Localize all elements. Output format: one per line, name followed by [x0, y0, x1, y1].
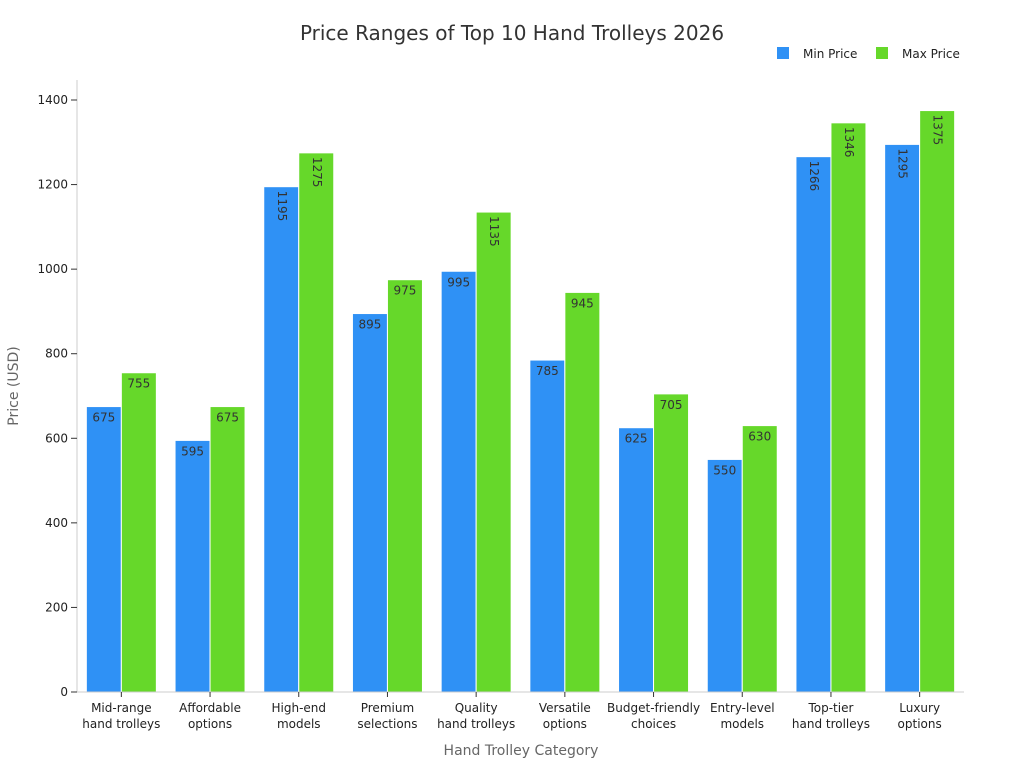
y-tick-label: 600 [45, 431, 68, 445]
bar-max-price [741, 425, 778, 693]
bar-max-price [298, 152, 335, 693]
bar-min-price [529, 359, 566, 693]
data-label: 1375 [931, 115, 945, 146]
bar-min-price [351, 313, 388, 693]
bar-min-price [795, 156, 832, 693]
x-tick-label: Quality hand trolleys [437, 701, 515, 731]
y-tick-label: 1200 [37, 178, 68, 192]
data-label: 625 [625, 432, 648, 446]
bar-max-price [120, 372, 157, 693]
x-tick-label-line: options [188, 717, 232, 731]
y-axis: 0 200 400 600 800 1000 1200 1400 [37, 80, 78, 699]
x-tick-label-line: hand trolleys [82, 717, 160, 731]
bar-max-price [653, 393, 690, 693]
data-label: 1266 [807, 161, 821, 192]
bar-max-price [564, 291, 601, 693]
y-tick-label: 0 [60, 685, 68, 699]
x-tick-label: Luxury options [898, 701, 942, 731]
bar-max-price [475, 211, 512, 693]
x-axis: Mid-range hand trolleys Affordable options H… [77, 691, 964, 731]
x-tick-label: Entry-level models [710, 701, 775, 731]
data-label: 1135 [487, 216, 501, 247]
y-axis-title: Price (USD) [6, 346, 22, 425]
data-label: 550 [713, 463, 736, 477]
legend: Min Price Max Price [777, 47, 960, 61]
x-tick-label: High-end models [271, 701, 326, 731]
data-label: 675 [216, 411, 239, 425]
y-tick-label: 1400 [37, 93, 68, 107]
x-tick-label-line: Versatile [539, 701, 591, 715]
x-tick-label-line: Top-tier [807, 701, 853, 715]
data-label: 945 [571, 296, 594, 310]
data-label: 995 [447, 275, 470, 289]
x-tick-label-line: High-end [271, 701, 326, 715]
bar-max-price [919, 110, 956, 693]
bar-max-price [830, 122, 867, 693]
x-tick-label-line: Premium [361, 701, 414, 715]
data-label: 595 [181, 444, 204, 458]
chart-title: Price Ranges of Top 10 Hand Trolleys 202… [300, 21, 724, 45]
x-tick-label-line: hand trolleys [792, 717, 870, 731]
bar-min-price [85, 406, 122, 693]
data-label: 1195 [275, 191, 289, 222]
bar-min-price [174, 439, 211, 693]
data-label: 705 [660, 398, 683, 412]
x-tick-label: Budget-friendly choices [607, 701, 700, 731]
x-axis-title: Hand Trolley Category [444, 743, 599, 759]
x-tick-label: Premium selections [357, 701, 417, 731]
bar-min-price [706, 458, 743, 693]
x-tick-label-line: options [898, 717, 942, 731]
legend-label: Max Price [902, 47, 960, 61]
legend-label: Min Price [803, 47, 857, 61]
bar-max-price [386, 279, 423, 693]
x-tick-label: Affordable options [179, 701, 241, 731]
x-tick-label-line: Affordable [179, 701, 241, 715]
x-tick-label: Top-tier hand trolleys [792, 701, 870, 731]
x-tick-label-line: models [720, 717, 764, 731]
x-tick-label-line: Mid-range [91, 701, 152, 715]
x-tick-label-line: Quality [455, 701, 498, 715]
bar-min-price [884, 143, 921, 693]
legend-swatch [876, 47, 888, 59]
y-tick-label: 200 [45, 600, 68, 614]
data-label: 675 [92, 411, 115, 425]
x-tick-label-line: models [277, 717, 321, 731]
y-tick-label: 1000 [37, 262, 68, 276]
x-tick-label-line: Luxury [899, 701, 940, 715]
y-tick-label: 800 [45, 347, 68, 361]
bar-min-price [263, 186, 300, 693]
x-tick-label-line: choices [631, 717, 676, 731]
data-label: 975 [393, 284, 416, 298]
bar-max-price [209, 406, 246, 693]
data-label: 785 [536, 364, 559, 378]
bar-min-price [618, 427, 655, 693]
x-tick-label-line: selections [357, 717, 417, 731]
y-tick-label: 400 [45, 516, 68, 530]
x-tick-label-line: Entry-level [710, 701, 775, 715]
data-label: 1295 [896, 148, 910, 179]
data-label: 1346 [842, 127, 856, 158]
data-label: 755 [127, 377, 150, 391]
legend-swatch [777, 47, 789, 59]
data-label: 1275 [310, 157, 324, 188]
data-label: 630 [748, 430, 771, 444]
bar-min-price [440, 270, 477, 693]
x-tick-label: Mid-range hand trolleys [82, 701, 160, 731]
data-label: 895 [358, 318, 381, 332]
x-tick-label: Versatile options [539, 701, 591, 731]
bars-group: 675 755 595 675 1195 1275 895 975 995 1135 785 945 6… [85, 110, 956, 693]
x-tick-label-line: hand trolleys [437, 717, 515, 731]
x-tick-label-line: Budget-friendly [607, 701, 700, 715]
x-tick-label-line: options [543, 717, 587, 731]
